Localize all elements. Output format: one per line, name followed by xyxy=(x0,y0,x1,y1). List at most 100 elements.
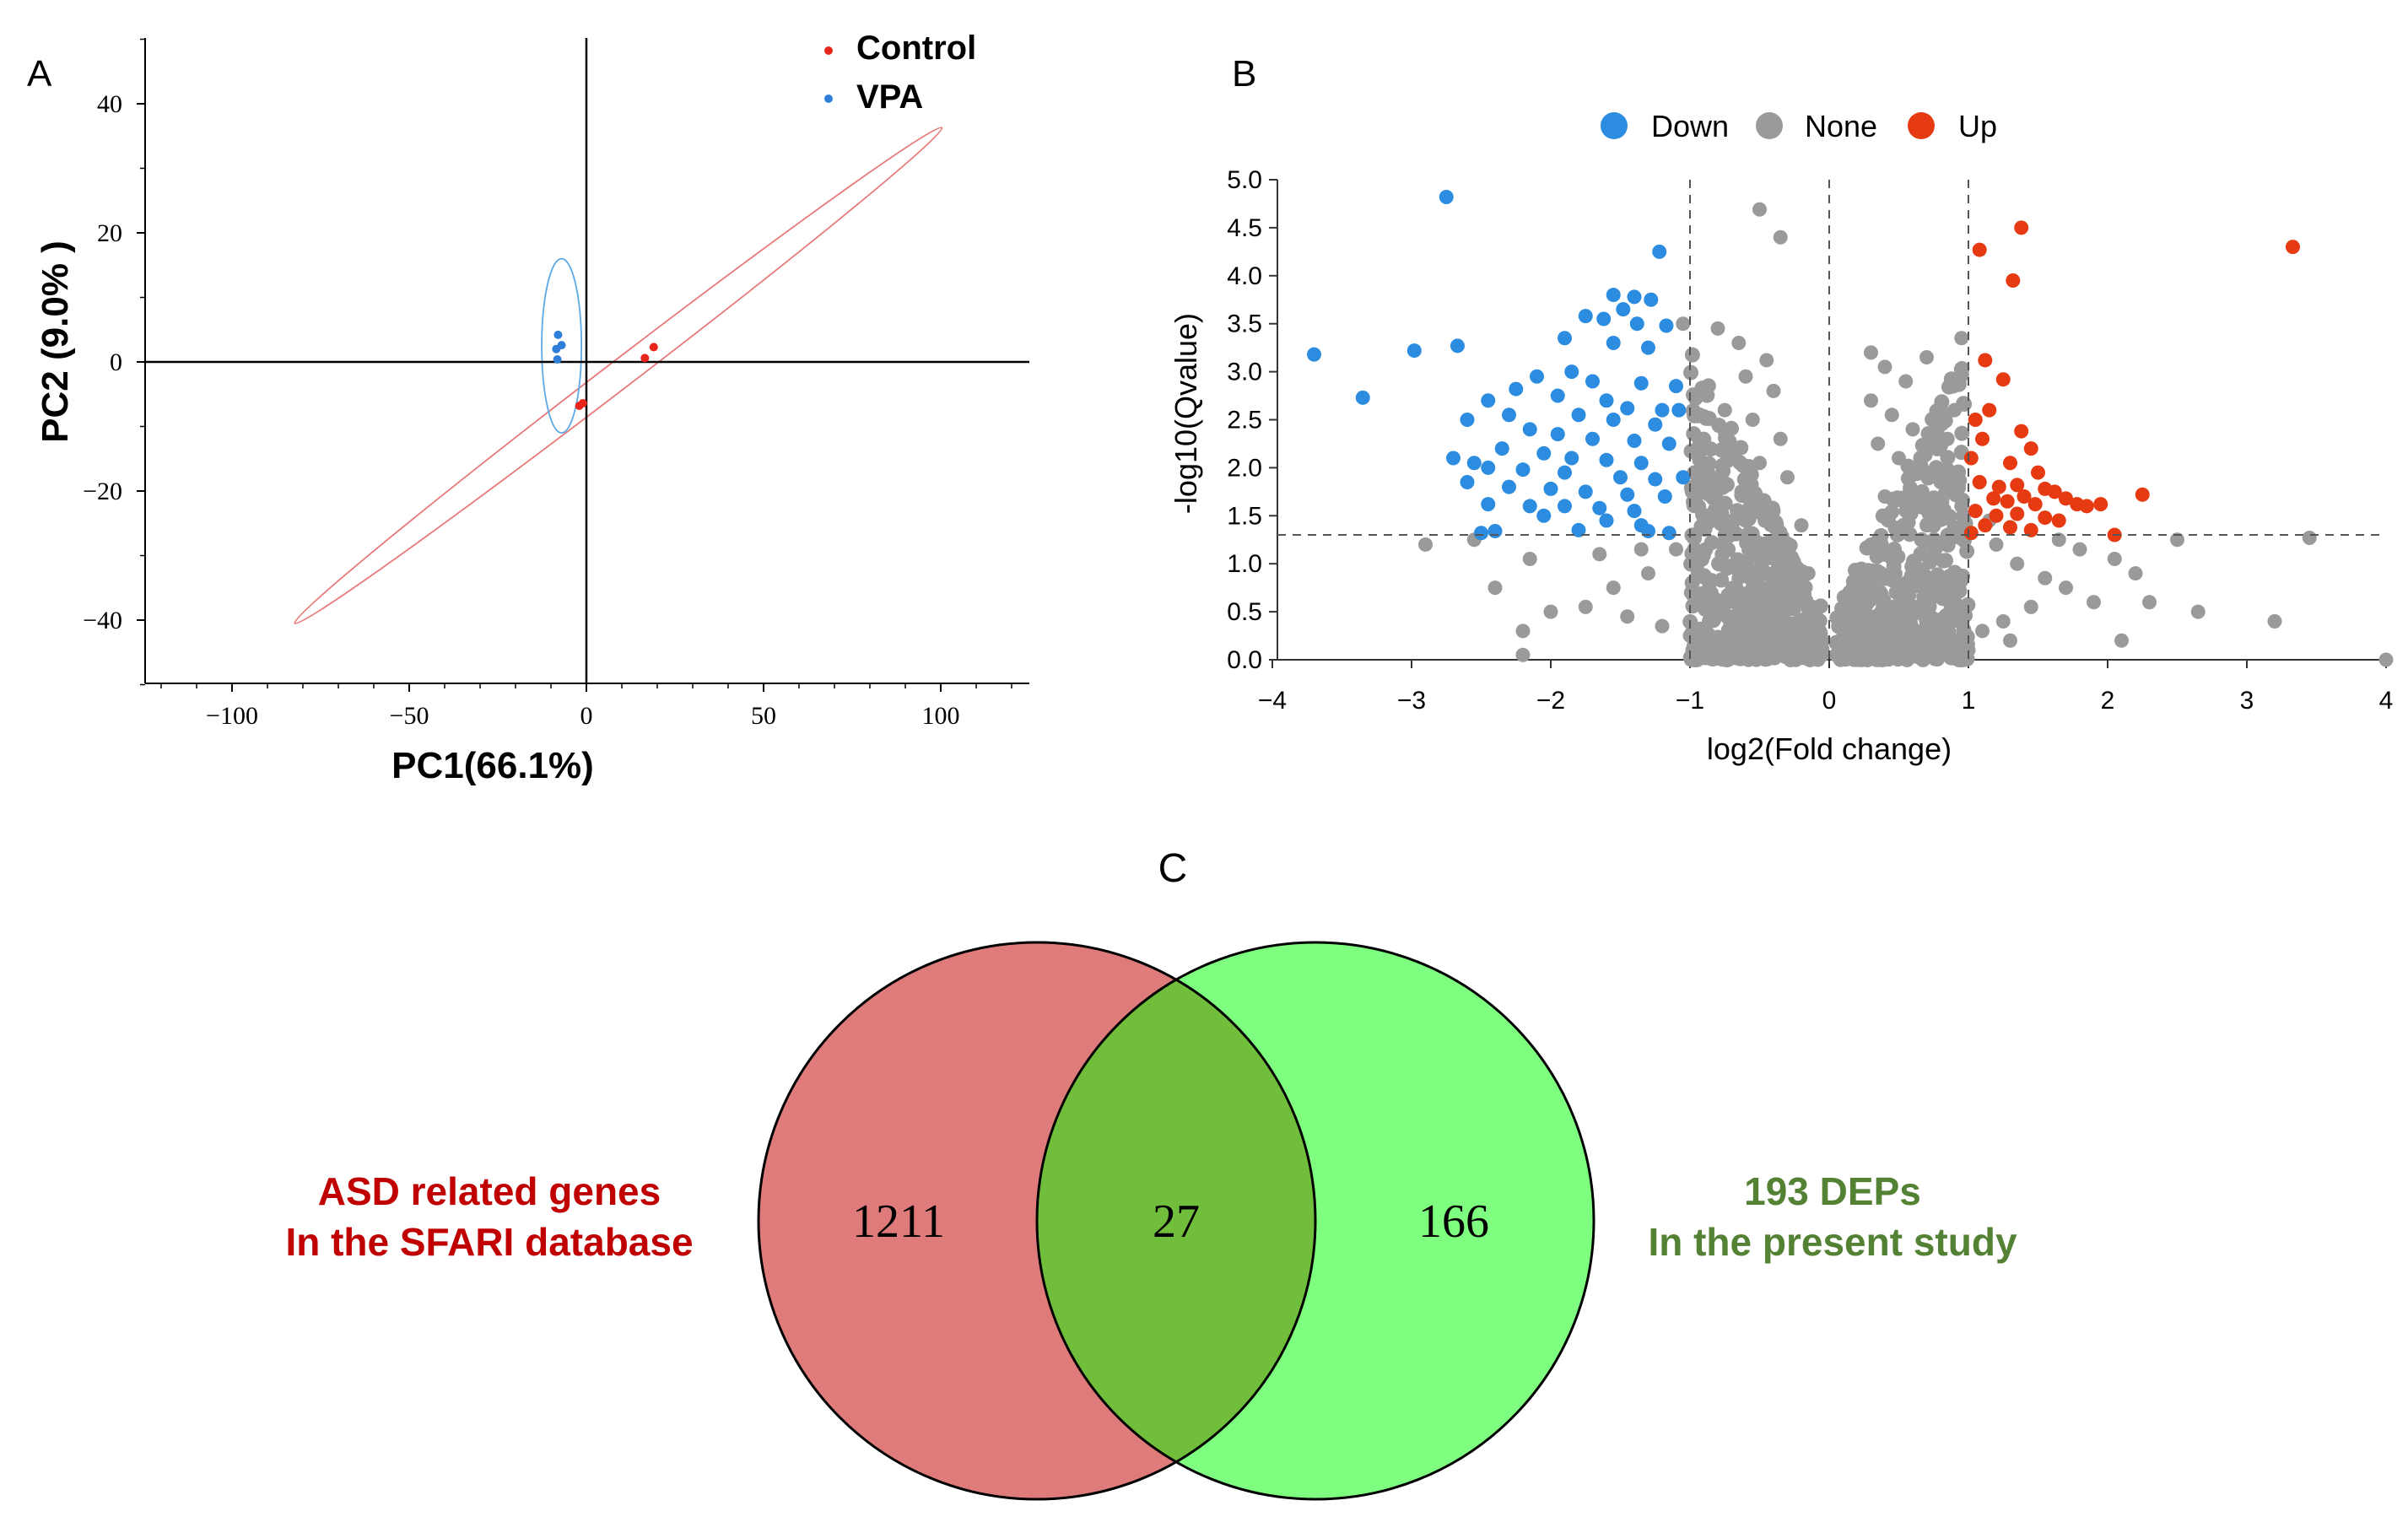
volcano-y-tick-label: 3.5 xyxy=(1227,310,1262,338)
volcano-point-none xyxy=(1543,604,1558,619)
volcano-point-none xyxy=(1794,518,1809,533)
venn-count-deps-only: 166 xyxy=(1418,1195,1489,1248)
pca-y-tick-label: 20 xyxy=(97,219,122,247)
volcano-point-none xyxy=(2023,599,2038,614)
volcano-point-down xyxy=(1530,369,1544,384)
volcano-point-none xyxy=(1749,603,1765,619)
legend-dot-up xyxy=(1908,112,1935,139)
volcano-point-none xyxy=(2190,604,2206,619)
volcano-point-up xyxy=(1968,413,1983,427)
volcano-point-none xyxy=(1715,463,1731,479)
legend-label-vpa: VPA xyxy=(856,78,923,116)
volcano-point-up xyxy=(1986,491,2001,506)
volcano-point-down xyxy=(1564,364,1579,380)
volcano-y-tick-label: 2.5 xyxy=(1227,407,1262,434)
pca-point-vpa xyxy=(553,354,562,364)
volcano-point-none xyxy=(1592,547,1607,562)
volcano-point-none xyxy=(1762,649,1778,665)
legend-label-none: None xyxy=(1805,109,1877,143)
volcano-point-down xyxy=(1509,381,1524,397)
legend-dot-down xyxy=(1601,112,1628,139)
volcano-point-none xyxy=(1752,202,1767,217)
volcano-point-none xyxy=(1738,369,1753,384)
venn-panel: C 1211 27 166 ASD related genes In the S… xyxy=(285,846,2017,1501)
volcano-point-none xyxy=(1787,599,1802,614)
volcano-point-down xyxy=(1481,497,1496,512)
volcano-point-none xyxy=(2003,633,2017,648)
volcano-point-none xyxy=(1606,580,1621,596)
pca-x-tick-label: 50 xyxy=(751,702,776,730)
volcano-point-up xyxy=(1968,504,1983,519)
volcano-point-up xyxy=(1989,508,2004,523)
volcano-point-up xyxy=(2014,220,2029,235)
volcano-point-down xyxy=(1599,393,1614,408)
legend-label-control: Control xyxy=(856,30,976,67)
volcano-point-none xyxy=(1954,331,1969,346)
volcano-point-none xyxy=(1958,628,1974,644)
pca-ellipse-vpa xyxy=(541,257,583,434)
volcano-point-down xyxy=(1481,460,1496,475)
volcano-legend: Down None Up xyxy=(1601,109,1997,143)
volcano-point-none xyxy=(1860,650,1876,667)
volcano-x-tick-label: −1 xyxy=(1676,687,1704,715)
volcano-point-down xyxy=(1564,451,1579,466)
volcano-point-none xyxy=(1946,605,1963,621)
volcano-point-none xyxy=(1782,578,1798,594)
pca-point-control xyxy=(649,343,658,352)
volcano-y-tick-label: 1.0 xyxy=(1227,550,1262,578)
volcano-point-none xyxy=(1872,565,1888,581)
volcano-point-down xyxy=(1536,445,1552,461)
volcano-point-none xyxy=(1875,508,1891,524)
volcano-point-none xyxy=(1752,537,1767,552)
volcano-point-down xyxy=(1502,479,1516,494)
volcano-point-none xyxy=(1933,474,1948,489)
legend-label-up: Up xyxy=(1958,109,1997,143)
volcano-point-up xyxy=(2047,484,2062,499)
volcano-point-none xyxy=(1917,534,1933,550)
volcano-y-tick-label: 5.0 xyxy=(1227,166,1262,194)
volcano-point-none xyxy=(1773,431,1788,446)
volcano-point-none xyxy=(1898,504,1914,519)
volcano-point-down xyxy=(1659,318,1674,333)
volcano-point-up xyxy=(2010,478,2025,493)
volcano-point-none xyxy=(1801,643,1816,658)
volcano-point-none xyxy=(1890,492,1906,508)
volcano-point-none xyxy=(1884,552,1899,567)
volcano-point-none xyxy=(1954,499,1969,514)
volcano-point-down xyxy=(1585,374,1600,389)
volcano-point-up xyxy=(1975,431,1990,446)
volcano-point-down xyxy=(1406,343,1422,359)
volcano-point-down xyxy=(1446,451,1460,466)
pca-point-vpa xyxy=(553,330,563,339)
volcano-point-none xyxy=(1905,422,1920,437)
volcano-point-none xyxy=(1940,431,1955,446)
volcano-y-label: -log10(Qvalue) xyxy=(1169,313,1203,514)
legend-dot-control xyxy=(824,46,833,55)
volcano-point-none xyxy=(1730,552,1746,568)
volcano-point-none xyxy=(1744,634,1760,650)
volcano-point-down xyxy=(1494,441,1509,456)
volcano-point-none xyxy=(1954,425,1970,441)
volcano-point-up xyxy=(1982,402,1997,418)
volcano-point-none xyxy=(1719,559,1735,575)
volcano-point-down xyxy=(1616,302,1631,317)
volcano-point-none xyxy=(1690,486,1706,502)
volcano-point-down xyxy=(1522,422,1537,437)
pca-panel: A −100 −50 0 50 100 −40 −20 0 20 40 PC1(66.1%) PC… xyxy=(27,30,1029,786)
volcano-point-none xyxy=(1766,504,1781,519)
volcano-point-none xyxy=(1914,644,1930,660)
volcano-point-down xyxy=(1487,524,1503,539)
volcano-point-down xyxy=(1450,338,1465,354)
volcano-point-down xyxy=(1669,379,1683,394)
pca-ellipses xyxy=(294,127,943,625)
volcano-point-down xyxy=(1515,462,1531,478)
volcano-point-none xyxy=(1687,407,1703,424)
volcano-point-up xyxy=(2000,494,2015,509)
volcano-point-none xyxy=(1723,621,1739,637)
volcano-point-none xyxy=(1695,440,1711,456)
volcano-point-up xyxy=(2135,487,2150,502)
volcano-point-none xyxy=(1773,229,1788,245)
volcano-point-none xyxy=(1896,519,1912,535)
volcano-point-up xyxy=(2023,522,2038,537)
volcano-x-tick-label: 2 xyxy=(2101,687,2115,715)
